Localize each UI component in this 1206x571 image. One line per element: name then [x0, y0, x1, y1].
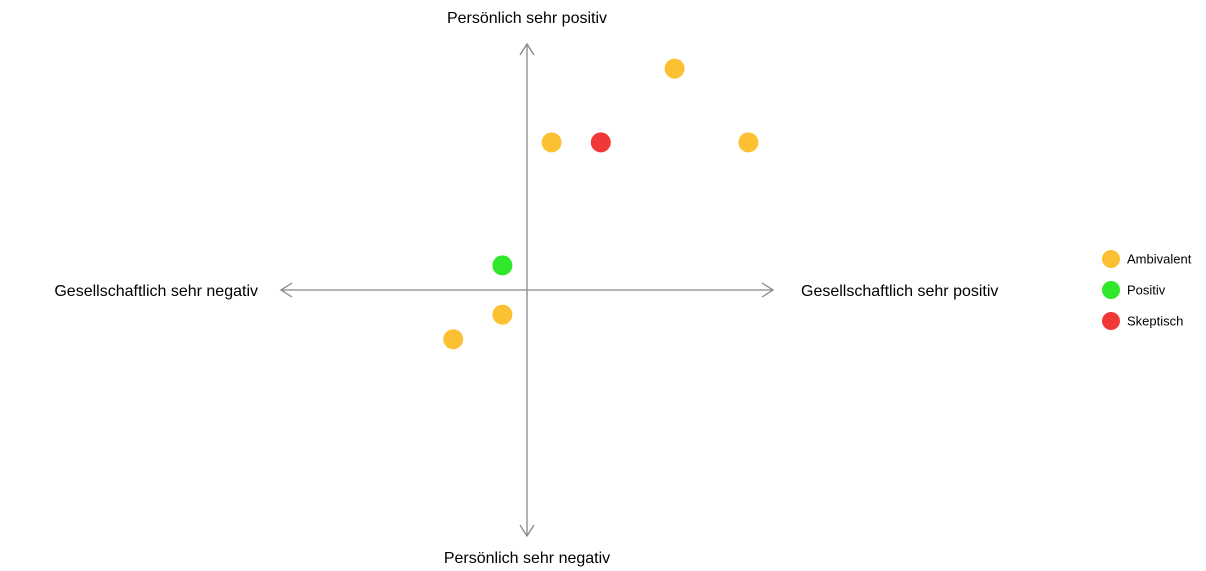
arrow-right: [761, 282, 775, 298]
point: [492, 255, 513, 276]
point: [541, 132, 562, 153]
legend-label: Ambivalent: [1127, 251, 1192, 266]
axis-label-bottom: Persönlich sehr negativ: [444, 550, 610, 567]
axis-label-right: Gesellschaftlich sehr positiv: [801, 283, 998, 300]
legend-swatch: [1102, 312, 1120, 330]
legend-swatch: [1102, 281, 1120, 299]
point: [590, 132, 611, 153]
point: [443, 329, 464, 350]
arrow-left: [279, 282, 293, 298]
arrow-down: [519, 524, 535, 538]
point: [492, 304, 513, 325]
axes: [279, 42, 775, 538]
point: [738, 132, 759, 153]
arrow-up: [519, 42, 535, 56]
point: [664, 58, 685, 79]
legend-swatch: [1102, 250, 1120, 268]
legend-label: Skeptisch: [1127, 313, 1183, 328]
axis-label-left: Gesellschaftlich sehr negativ: [54, 283, 258, 300]
legend-label: Positiv: [1127, 282, 1166, 297]
axis-label-top: Persönlich sehr positiv: [447, 10, 607, 27]
